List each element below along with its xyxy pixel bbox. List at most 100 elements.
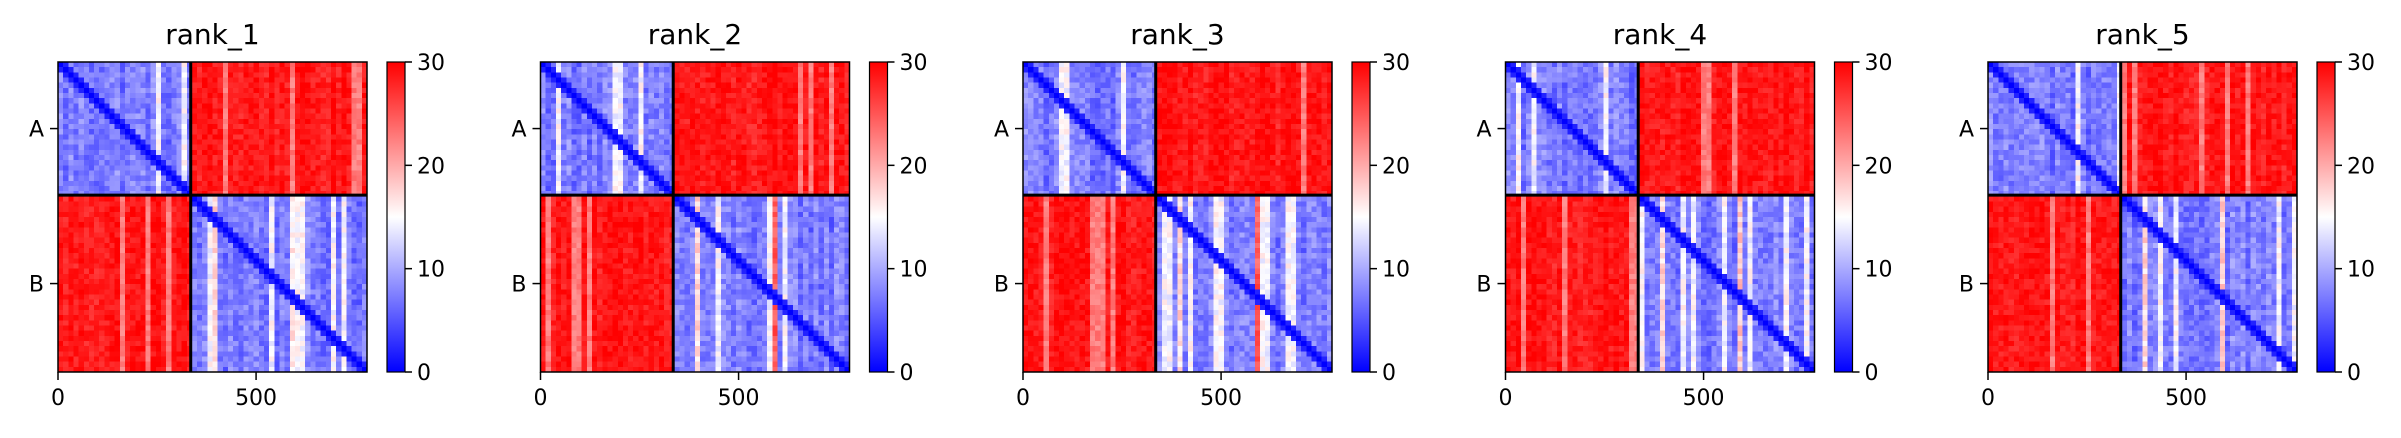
heatmap-cell xyxy=(294,165,301,172)
heatmap-cell xyxy=(78,263,85,270)
heatmap-cell xyxy=(88,77,95,84)
heatmap-cell xyxy=(617,67,624,73)
heatmap-cell xyxy=(320,284,327,290)
heatmap-cell xyxy=(274,320,281,327)
heatmap-cell xyxy=(145,201,152,208)
heatmap-cell xyxy=(114,72,121,79)
heatmap-cell xyxy=(191,211,198,218)
heatmap-cell xyxy=(145,139,152,146)
heatmap-cell xyxy=(140,206,147,213)
heatmap-cell xyxy=(798,77,804,84)
axes-frame xyxy=(57,61,368,373)
heatmap-cell xyxy=(361,325,368,332)
heatmap-cell xyxy=(658,82,665,89)
heatmap-cell xyxy=(258,124,265,130)
heatmap-cell xyxy=(746,82,753,89)
heatmap-cell xyxy=(191,67,198,73)
heatmap-cell xyxy=(176,180,183,187)
heatmap-cell xyxy=(617,77,624,84)
heatmap-cell xyxy=(336,155,342,161)
heatmap-cell xyxy=(545,118,552,125)
heatmap-cell xyxy=(705,108,712,115)
heatmap-cell xyxy=(130,170,136,177)
heatmap-cell xyxy=(602,87,609,94)
heatmap-cell xyxy=(248,103,255,110)
heatmap-cell xyxy=(253,335,260,342)
heatmap-cell xyxy=(320,304,327,311)
heatmap-cell xyxy=(294,237,301,244)
heatmap-cell xyxy=(561,118,567,125)
heatmap-cell xyxy=(336,134,342,141)
heatmap-cell xyxy=(756,134,763,141)
heatmap-cell xyxy=(269,273,275,280)
heatmap-cell xyxy=(330,175,337,182)
heatmap-cell xyxy=(264,242,270,249)
heatmap-cell xyxy=(171,237,178,244)
heatmap-cell xyxy=(161,232,167,239)
heatmap-cell xyxy=(330,237,337,244)
heatmap-cell xyxy=(269,93,275,99)
heatmap-cell xyxy=(166,232,172,239)
heatmap-cell xyxy=(566,124,572,130)
heatmap-cell xyxy=(633,149,639,156)
heatmap-cell xyxy=(756,108,763,115)
heatmap-cell xyxy=(617,87,624,94)
heatmap-cell xyxy=(315,82,322,89)
heatmap-cell xyxy=(233,227,239,234)
heatmap-cell xyxy=(99,93,105,99)
heatmap-cell xyxy=(233,335,239,342)
heatmap-cell xyxy=(361,165,368,172)
heatmap-cell xyxy=(612,160,619,166)
heatmap-cell xyxy=(330,217,337,223)
heatmap-cell xyxy=(674,160,681,166)
heatmap-cell xyxy=(813,98,820,104)
heatmap-cell xyxy=(191,341,198,347)
heatmap-cell xyxy=(264,67,270,73)
heatmap-cell xyxy=(700,72,706,79)
heatmap-cell xyxy=(540,124,547,130)
heatmap-cell xyxy=(792,93,799,99)
heatmap-cell xyxy=(540,175,547,182)
heatmap-cell xyxy=(674,72,681,79)
heatmap-cell xyxy=(638,118,645,125)
heatmap-cell xyxy=(88,263,95,270)
heatmap-cell xyxy=(289,289,296,296)
heatmap-cell xyxy=(176,356,183,363)
heatmap-cell xyxy=(325,289,332,296)
heatmap-cell xyxy=(207,248,214,254)
heatmap-cell xyxy=(88,330,95,337)
heatmap-cell xyxy=(653,170,660,177)
heatmap-cell xyxy=(212,103,219,110)
heatmap-cell xyxy=(171,341,178,347)
heatmap-cell xyxy=(207,103,214,110)
heatmap-cell xyxy=(227,248,234,254)
heatmap-cell xyxy=(207,227,214,234)
heatmap-cell xyxy=(212,351,219,358)
heatmap-cell xyxy=(233,160,239,166)
heatmap-cell xyxy=(176,242,183,249)
heatmap-cell xyxy=(330,87,337,94)
heatmap-cell xyxy=(320,237,327,244)
heatmap-cell xyxy=(88,232,95,239)
heatmap-cell xyxy=(94,149,100,156)
heatmap-cell xyxy=(238,330,244,337)
heatmap-cell xyxy=(674,175,681,182)
heatmap-cell xyxy=(305,170,311,177)
heatmap-cell xyxy=(592,62,598,68)
heatmap-cell xyxy=(320,113,327,120)
heatmap-cell xyxy=(839,62,845,68)
heatmap-cell xyxy=(777,160,784,166)
heatmap-cell xyxy=(161,335,167,342)
heatmap-cell xyxy=(155,361,162,368)
heatmap-cell xyxy=(109,237,116,244)
heatmap-cell xyxy=(171,222,178,228)
heatmap-cell xyxy=(361,335,368,342)
heatmap-cell xyxy=(279,366,286,373)
heatmap-cell xyxy=(715,170,722,177)
heatmap-cell xyxy=(705,62,712,68)
heatmap-cell xyxy=(720,98,727,104)
heatmap-cell xyxy=(243,361,250,368)
heatmap-cell xyxy=(320,201,327,208)
heatmap-cell xyxy=(145,72,152,79)
heatmap-cell xyxy=(289,165,296,172)
